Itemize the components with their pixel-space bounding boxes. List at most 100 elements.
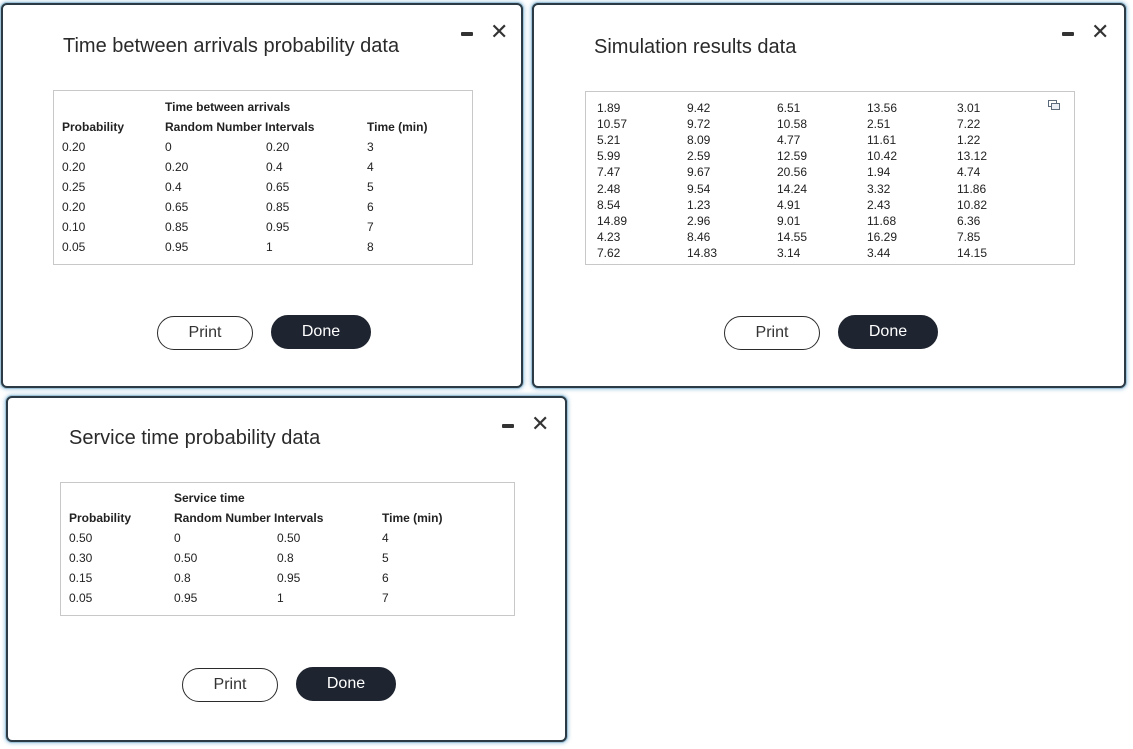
close-icon[interactable]: ✕: [490, 19, 509, 44]
col-header-time: Time (min): [382, 511, 443, 525]
result-value: 7.47: [597, 165, 621, 180]
cell-interval-from: 0.95: [174, 591, 198, 605]
cell-probability: 0.20: [62, 200, 86, 214]
result-value: 14.83: [687, 245, 718, 260]
close-icon[interactable]: ✕: [1091, 19, 1110, 44]
cell-probability: 0.20: [62, 160, 86, 174]
result-value: 14.89: [597, 213, 628, 228]
result-value: 4.91: [777, 197, 801, 212]
simulation-results-table: 1.89 10.57 5.21 5.99 7.47 2.48 8.54 14.89 4.23 7.…: [585, 91, 1075, 265]
result-value: 16.29: [867, 229, 898, 244]
result-value: 7.85: [957, 229, 981, 244]
cell-interval-to: 0.4: [266, 160, 283, 174]
cell-time: 6: [382, 571, 389, 585]
service-time-dialog: Service time probability data ✕ Service …: [6, 396, 567, 742]
result-value: 2.43: [867, 197, 891, 212]
done-button[interactable]: Done: [271, 315, 371, 349]
minimize-icon[interactable]: [1061, 26, 1075, 40]
cell-time: 5: [382, 551, 389, 565]
cell-time: 3: [367, 140, 374, 154]
minimize-icon[interactable]: [460, 26, 474, 40]
col-header-probability: Probability: [69, 511, 132, 525]
cell-probability: 0.50: [69, 531, 93, 545]
result-value: 5.99: [597, 149, 621, 164]
cell-interval-from: 0.95: [165, 240, 189, 254]
cell-interval-from: 0.65: [165, 200, 189, 214]
result-value: 11.61: [867, 133, 897, 148]
col-header-intervals: Random Number Intervals: [165, 120, 315, 134]
result-value: 9.42: [687, 101, 711, 115]
col-header-probability: Probability: [62, 120, 125, 134]
arrivals-table: Time between arrivals Probability Random…: [53, 90, 473, 265]
print-button[interactable]: Print: [182, 668, 278, 702]
cell-probability: 0.05: [69, 591, 93, 605]
result-value: 4.77: [777, 133, 801, 148]
service-time-table: Service time Probability Random Number I…: [60, 482, 515, 616]
close-icon[interactable]: ✕: [531, 411, 550, 436]
simulation-results-dialog: Simulation results data ✕ 1.89 10.57 5.21 5…: [532, 3, 1126, 388]
result-value: 14.15: [957, 245, 988, 260]
result-value: 1.94: [867, 165, 891, 180]
cell-interval-to: 0.95: [266, 220, 290, 234]
result-value: 11.86: [957, 181, 987, 196]
result-value: 10.82: [957, 197, 988, 212]
minimize-icon[interactable]: [501, 418, 515, 432]
cell-interval-to: 0.95: [277, 571, 301, 585]
cell-interval-to: 0.65: [266, 180, 290, 194]
result-value: 7.62: [597, 245, 621, 260]
result-value: 1.22: [957, 133, 981, 148]
done-button[interactable]: Done: [838, 315, 938, 349]
result-value: 9.54: [687, 181, 711, 196]
cell-probability: 0.05: [62, 240, 86, 254]
cell-time: 7: [367, 220, 374, 234]
print-button[interactable]: Print: [724, 316, 820, 350]
cell-interval-from: 0.8: [174, 571, 191, 585]
result-value: 10.58: [777, 117, 808, 132]
cell-time: 7: [382, 591, 389, 605]
result-value: 8.54: [597, 197, 621, 212]
cell-interval-to: 0.85: [266, 200, 290, 214]
result-value: 7.22: [957, 117, 981, 132]
cell-time: 6: [367, 200, 374, 214]
print-button[interactable]: Print: [157, 316, 253, 350]
cell-interval-from: 0.85: [165, 220, 189, 234]
table-group-header: Service time: [174, 491, 245, 505]
done-button[interactable]: Done: [296, 667, 396, 701]
result-value: 10.42: [867, 149, 898, 164]
result-value: 6.51: [777, 101, 801, 115]
cell-interval-from: 0: [165, 140, 172, 154]
cell-time: 5: [367, 180, 374, 194]
result-value: 9.67: [687, 165, 711, 180]
cell-probability: 0.30: [69, 551, 93, 565]
cell-probability: 0.25: [62, 180, 86, 194]
cell-interval-from: 0.20: [165, 160, 189, 174]
result-value: 12.59: [777, 149, 808, 164]
cell-interval-from: 0: [174, 531, 181, 545]
result-value: 4.74: [957, 165, 981, 180]
result-value: 6.36: [957, 213, 981, 228]
copy-icon[interactable]: [1048, 100, 1060, 110]
dialog-title: Simulation results data: [594, 36, 797, 58]
cell-interval-to: 1: [277, 591, 284, 605]
dialog-title: Time between arrivals probability data: [63, 35, 400, 57]
cell-time: 8: [367, 240, 374, 254]
cell-interval-to: 0.50: [277, 531, 301, 545]
result-value: 8.46: [687, 229, 711, 244]
cell-probability: 0.20: [62, 140, 86, 154]
result-value: 2.51: [867, 117, 891, 132]
cell-interval-to: 0.20: [266, 140, 290, 154]
arrivals-dialog: Time between arrivals probability data ✕…: [1, 3, 523, 388]
result-value: 2.59: [687, 149, 711, 164]
result-value: 13.56: [867, 101, 898, 115]
result-value: 3.01: [957, 101, 981, 115]
cell-time: 4: [367, 160, 374, 174]
result-value: 3.44: [867, 245, 891, 260]
result-value: 2.48: [597, 181, 621, 196]
cell-time: 4: [382, 531, 389, 545]
result-value: 3.14: [777, 245, 801, 260]
cell-interval-to: 0.8: [277, 551, 294, 565]
result-value: 14.24: [777, 181, 808, 196]
cell-probability: 0.15: [69, 571, 93, 585]
result-value: 4.23: [597, 229, 621, 244]
cell-probability: 0.10: [62, 220, 86, 234]
